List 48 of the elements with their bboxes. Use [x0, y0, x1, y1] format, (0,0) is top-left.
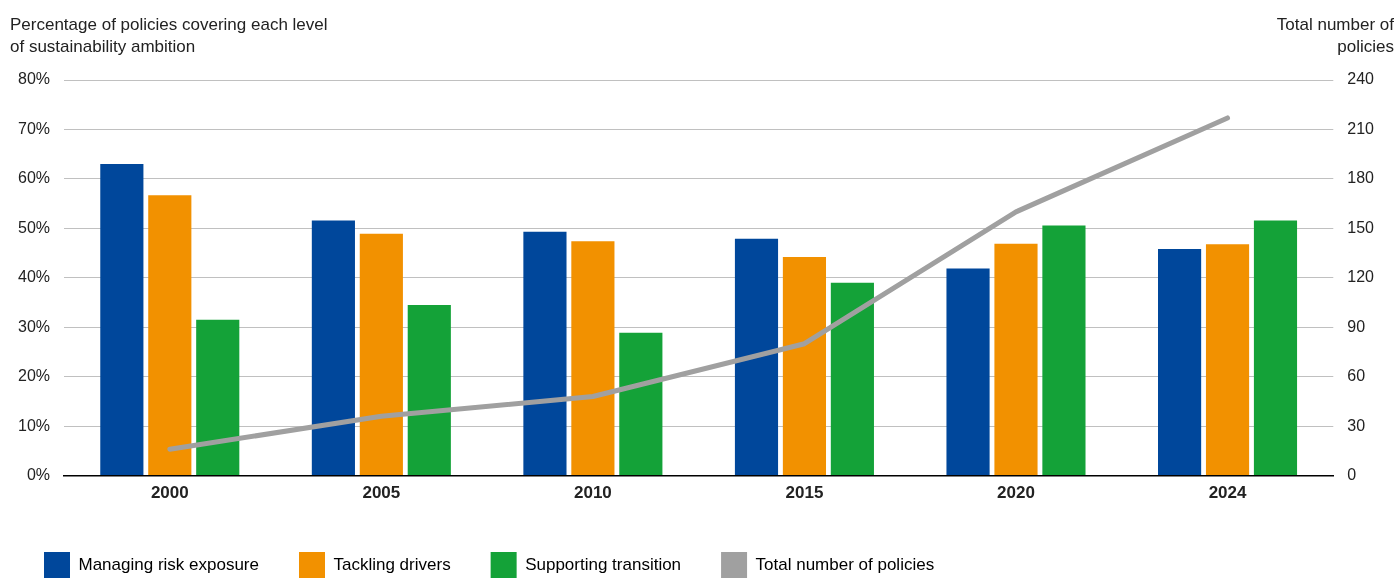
legend-label: Total number of policies [755, 554, 935, 574]
y-tick-label: 10% [17, 416, 51, 434]
bar [946, 268, 990, 476]
bar [100, 164, 144, 476]
legend-label: Supporting transition [525, 554, 682, 574]
y2-axis-title: Total number of policies [1275, 14, 1394, 58]
y-tick-label: 30% [17, 317, 51, 335]
y2-tick-label: 150 [1347, 218, 1375, 236]
y-tick-label: 50% [17, 218, 51, 236]
bar [148, 195, 192, 476]
bar [359, 233, 403, 476]
y-tick-label: 40% [17, 268, 51, 286]
bar [571, 241, 615, 476]
x-tick-label: 2010 [573, 483, 612, 503]
bar [1158, 249, 1202, 476]
bar [196, 319, 240, 476]
bar [523, 231, 567, 476]
legend-label: Managing risk exposure [78, 554, 259, 574]
x-tick-label: 2024 [1208, 483, 1247, 503]
x-tick-label: 2000 [150, 483, 189, 503]
y2-tick-label: 120 [1347, 268, 1375, 286]
y2-tick-label: 90 [1347, 317, 1366, 335]
bar [734, 238, 779, 476]
bar [1205, 244, 1250, 476]
y-tick-label: 0% [26, 466, 51, 484]
legend-label: Tackling drivers [333, 554, 451, 574]
bar [830, 282, 874, 476]
y-tick-label: 70% [17, 119, 51, 137]
x-tick-label: 2005 [362, 483, 401, 503]
bar [782, 257, 827, 476]
bar [407, 305, 451, 476]
y-tick-label: 80% [17, 70, 51, 88]
bar [994, 243, 1038, 476]
x-tick-label: 2020 [997, 483, 1035, 503]
y2-tick-label: 180 [1347, 169, 1375, 187]
y2-tick-label: 210 [1347, 119, 1375, 137]
y-tick-label: 20% [17, 367, 51, 385]
y2-tick-label: 60 [1347, 367, 1366, 385]
bar [311, 220, 355, 476]
y-tick-label: 60% [17, 169, 51, 187]
y2-tick-label: 0 [1347, 466, 1357, 484]
y2-tick-label: 30 [1347, 416, 1366, 434]
y-axis-title: Percentage of policies covering each level of sustainability ambition [10, 14, 329, 58]
y2-tick-label: 240 [1347, 70, 1375, 88]
bar [1253, 220, 1298, 476]
bar [1042, 225, 1086, 476]
bar [619, 332, 663, 476]
x-tick-label: 2015 [785, 483, 824, 503]
